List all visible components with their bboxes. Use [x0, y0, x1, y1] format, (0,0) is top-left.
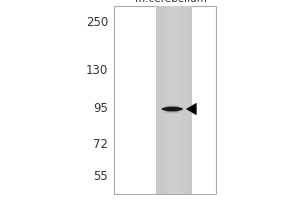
Ellipse shape: [165, 111, 180, 113]
Bar: [162, 6, 164, 194]
Text: 95: 95: [93, 102, 108, 116]
Bar: [182, 6, 184, 194]
Bar: [114, 6, 216, 194]
Bar: [158, 6, 160, 194]
Bar: [171, 6, 173, 194]
Text: m.cerebellum: m.cerebellum: [135, 0, 207, 4]
Bar: [192, 6, 194, 194]
Text: 72: 72: [93, 138, 108, 152]
Ellipse shape: [165, 106, 180, 109]
Bar: [166, 6, 167, 194]
Bar: [160, 6, 162, 194]
Bar: [190, 6, 192, 194]
Bar: [188, 6, 190, 194]
Bar: [184, 6, 186, 194]
Bar: [169, 6, 171, 194]
Text: 250: 250: [86, 17, 108, 29]
Bar: [179, 6, 181, 194]
Bar: [156, 6, 158, 194]
Bar: [177, 6, 178, 194]
Text: 130: 130: [86, 64, 108, 77]
Bar: [156, 6, 192, 194]
Bar: [186, 6, 188, 194]
Polygon shape: [187, 103, 196, 115]
Bar: [164, 6, 165, 194]
Ellipse shape: [165, 109, 180, 112]
Bar: [167, 6, 169, 194]
Bar: [173, 6, 175, 194]
Ellipse shape: [161, 107, 183, 111]
Text: 55: 55: [93, 170, 108, 182]
Ellipse shape: [165, 105, 180, 107]
Bar: [181, 6, 182, 194]
Bar: [175, 6, 177, 194]
